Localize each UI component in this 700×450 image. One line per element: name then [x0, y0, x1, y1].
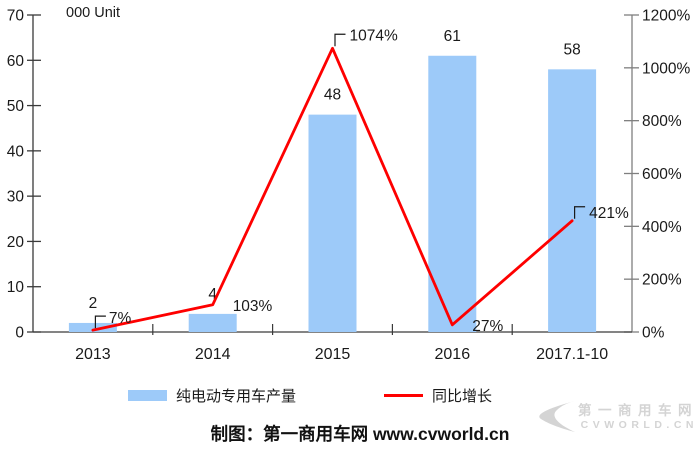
- bar-value-label: 2: [89, 295, 98, 312]
- bar-2014: [188, 313, 237, 332]
- right-axis-tick-label: 1000%: [642, 60, 690, 77]
- left-axis-tick-label: 10: [7, 279, 25, 296]
- x-axis-category-label: 2015: [315, 346, 351, 363]
- legend-item-production: 纯电动专用车产量: [128, 385, 296, 406]
- left-axis-tick-label: 20: [7, 234, 25, 251]
- right-axis-tick-label: 400%: [642, 219, 682, 236]
- right-axis-tick-label: 200%: [642, 272, 682, 289]
- growth-value-label: 7%: [109, 310, 132, 327]
- line-swatch-icon: [384, 394, 424, 397]
- bar-value-label: 58: [563, 41, 580, 58]
- growth-value-label: 421%: [589, 205, 629, 222]
- combo-chart: 0 10 20 30 40 50 60 70 000 Unit 0% 200% 400% 600% 800…: [7, 5, 691, 363]
- x-axis-category-label: 2013: [75, 346, 111, 363]
- left-axis-tick-label: 70: [7, 8, 25, 25]
- right-axis-tick-label: 0%: [642, 325, 665, 342]
- legend-label-growth: 同比增长: [432, 388, 493, 405]
- label-callout-line: [334, 33, 346, 47]
- legend-label-production: 纯电动专用车产量: [176, 388, 297, 405]
- x-axis-category-label: 2017.1-10: [536, 346, 608, 363]
- bar-value-label: 4: [208, 286, 217, 303]
- chart-legend: 纯电动专用车产量 同比增长: [128, 385, 492, 406]
- label-callout-line: [573, 206, 586, 219]
- left-axis-tick-label: 0: [15, 325, 24, 342]
- bar-value-label: 48: [324, 87, 341, 104]
- bar-2016: [428, 55, 477, 332]
- bar-value-label: 61: [444, 28, 461, 45]
- growth-line: [91, 46, 574, 332]
- left-axis-title: 000 Unit: [66, 5, 120, 21]
- bar-swatch-icon: [128, 390, 167, 401]
- chart-caption: 制图：第一商用车网 www.cvworld.cn: [210, 424, 510, 444]
- x-axis-category-label: 2016: [435, 346, 471, 363]
- bar-2013: [68, 322, 117, 332]
- right-axis-tick-label: 600%: [642, 166, 682, 183]
- growth-value-label: 27%: [472, 318, 503, 335]
- growth-value-label: 103%: [233, 298, 273, 315]
- bar-2017.1-10: [548, 69, 597, 332]
- growth-value-label: 1074%: [350, 27, 398, 44]
- watermark-chinese: 第一商用车网: [578, 403, 698, 419]
- legend-item-growth: 同比增长: [384, 385, 492, 406]
- right-axis-tick-label: 1200%: [642, 8, 690, 25]
- bar-2015: [308, 114, 357, 332]
- left-axis-tick-label: 60: [7, 53, 25, 70]
- x-axis-category-label: 2014: [195, 346, 231, 363]
- left-axis-tick-label: 50: [7, 98, 25, 115]
- label-callout-line: [94, 315, 106, 329]
- right-axis-tick-label: 800%: [642, 113, 682, 130]
- left-axis-tick-label: 30: [7, 189, 25, 206]
- left-axis-tick-label: 40: [7, 143, 25, 160]
